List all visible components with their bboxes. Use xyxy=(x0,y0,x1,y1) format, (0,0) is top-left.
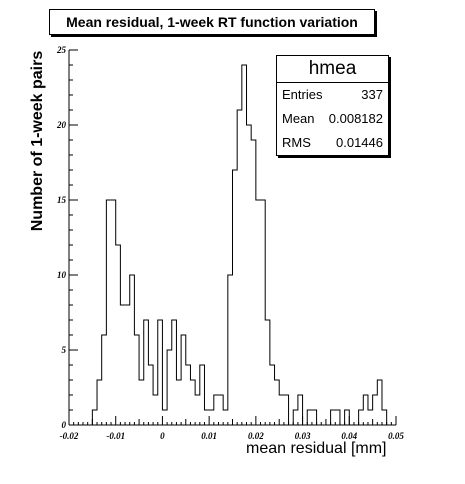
y-tick-label: 5 xyxy=(62,345,67,355)
stats-label-mean: Mean xyxy=(282,111,315,126)
x-tick-label: 0.03 xyxy=(295,431,311,441)
histogram-bin xyxy=(345,410,350,425)
histogram-bin xyxy=(162,410,167,425)
histogram-bin xyxy=(251,140,256,425)
histogram-bin xyxy=(172,320,177,425)
histogram-bin xyxy=(265,320,270,425)
y-tick-label: 20 xyxy=(56,120,67,130)
stats-value-entries: 337 xyxy=(361,87,383,102)
x-tick-label: 0 xyxy=(160,431,165,441)
histogram-bin xyxy=(214,395,219,425)
histogram-bin xyxy=(284,395,289,425)
histogram-bin xyxy=(167,350,172,425)
histogram-bin xyxy=(359,410,364,425)
histogram-bin xyxy=(256,200,261,425)
x-tick-label: 0.02 xyxy=(248,431,264,441)
histogram-bin xyxy=(158,320,163,425)
histogram-outline xyxy=(91,64,396,426)
y-tick-label: 0 xyxy=(62,420,67,430)
histogram-bin xyxy=(195,395,200,425)
histogram-bin xyxy=(130,275,135,425)
x-tick-label: -0.01 xyxy=(106,431,125,441)
histogram-bin xyxy=(335,410,340,425)
histogram-bin xyxy=(237,110,242,425)
histogram-bin xyxy=(228,275,233,425)
stats-row-entries: Entries 337 xyxy=(277,83,388,107)
histogram-bin xyxy=(125,305,130,425)
histogram-bin xyxy=(363,395,368,425)
histogram-bin xyxy=(144,320,149,425)
stats-value-rms: 0.01446 xyxy=(336,135,383,150)
histogram-bin xyxy=(106,200,111,425)
stats-label-entries: Entries xyxy=(282,87,323,102)
axis-ticks: -0.02 -0.01 0 0.01 0.02 0.03 0.04 0.05 0 5 10 15 20 2… xyxy=(56,45,404,441)
histogram-bin xyxy=(209,410,214,425)
x-tick-label: 0.04 xyxy=(341,431,357,441)
histogram-bin xyxy=(261,200,266,425)
histogram-bin xyxy=(279,395,284,425)
stats-label-rms: RMS xyxy=(282,135,311,150)
histogram-bars xyxy=(91,64,396,426)
histogram-bin xyxy=(382,410,387,425)
histogram-bin xyxy=(111,200,116,425)
y-tick-label: 10 xyxy=(57,270,67,280)
stats-box: hmea Entries 337 Mean 0.008182 RMS 0.014… xyxy=(276,55,389,156)
stats-histogram-name: hmea xyxy=(277,56,388,83)
histogram-bin xyxy=(204,410,209,425)
x-axis-label: mean residual [mm] xyxy=(246,440,387,457)
histogram-bin xyxy=(148,365,153,425)
histogram-bin xyxy=(97,380,102,425)
histogram-bin xyxy=(153,395,158,425)
histogram-bin xyxy=(139,380,144,425)
histogram-bin xyxy=(331,410,336,425)
histogram-bin xyxy=(186,365,191,425)
histogram-bin xyxy=(373,395,378,425)
histogram-bin xyxy=(368,410,373,425)
y-tick-label: 25 xyxy=(56,45,67,55)
histogram-bin xyxy=(92,410,97,425)
stats-row-rms: RMS 0.01446 xyxy=(277,131,388,155)
histogram-bin xyxy=(247,125,252,425)
histogram-bin xyxy=(312,410,317,425)
histogram-bin xyxy=(298,395,303,425)
histogram-bin xyxy=(200,365,205,425)
x-tick-label: 0.05 xyxy=(388,431,404,441)
histogram-bin xyxy=(134,335,139,425)
histogram-bin xyxy=(120,305,125,425)
y-tick-label: 15 xyxy=(57,195,67,205)
histogram-bin xyxy=(307,410,312,425)
histogram-bin xyxy=(275,380,280,425)
histogram-bin xyxy=(270,365,275,425)
histogram-bin xyxy=(176,380,181,425)
histogram-bin xyxy=(242,65,247,425)
histogram-bin xyxy=(218,395,223,425)
histogram-bin xyxy=(377,380,382,425)
histogram-bin xyxy=(190,380,195,425)
stats-row-mean: Mean 0.008182 xyxy=(277,107,388,131)
x-tick-label: -0.02 xyxy=(60,431,79,441)
histogram-bin xyxy=(233,170,238,425)
y-axis-label: Number of 1-week pairs xyxy=(29,50,46,232)
histogram-bin xyxy=(116,245,121,425)
histogram-bin xyxy=(181,335,186,425)
histogram-bin xyxy=(102,335,107,425)
chart-title: Mean residual, 1-week RT function variat… xyxy=(49,9,375,35)
histogram-bin xyxy=(293,410,298,425)
x-tick-label: 0.01 xyxy=(201,431,217,441)
histogram-bin xyxy=(223,410,228,425)
stats-value-mean: 0.008182 xyxy=(328,111,383,126)
